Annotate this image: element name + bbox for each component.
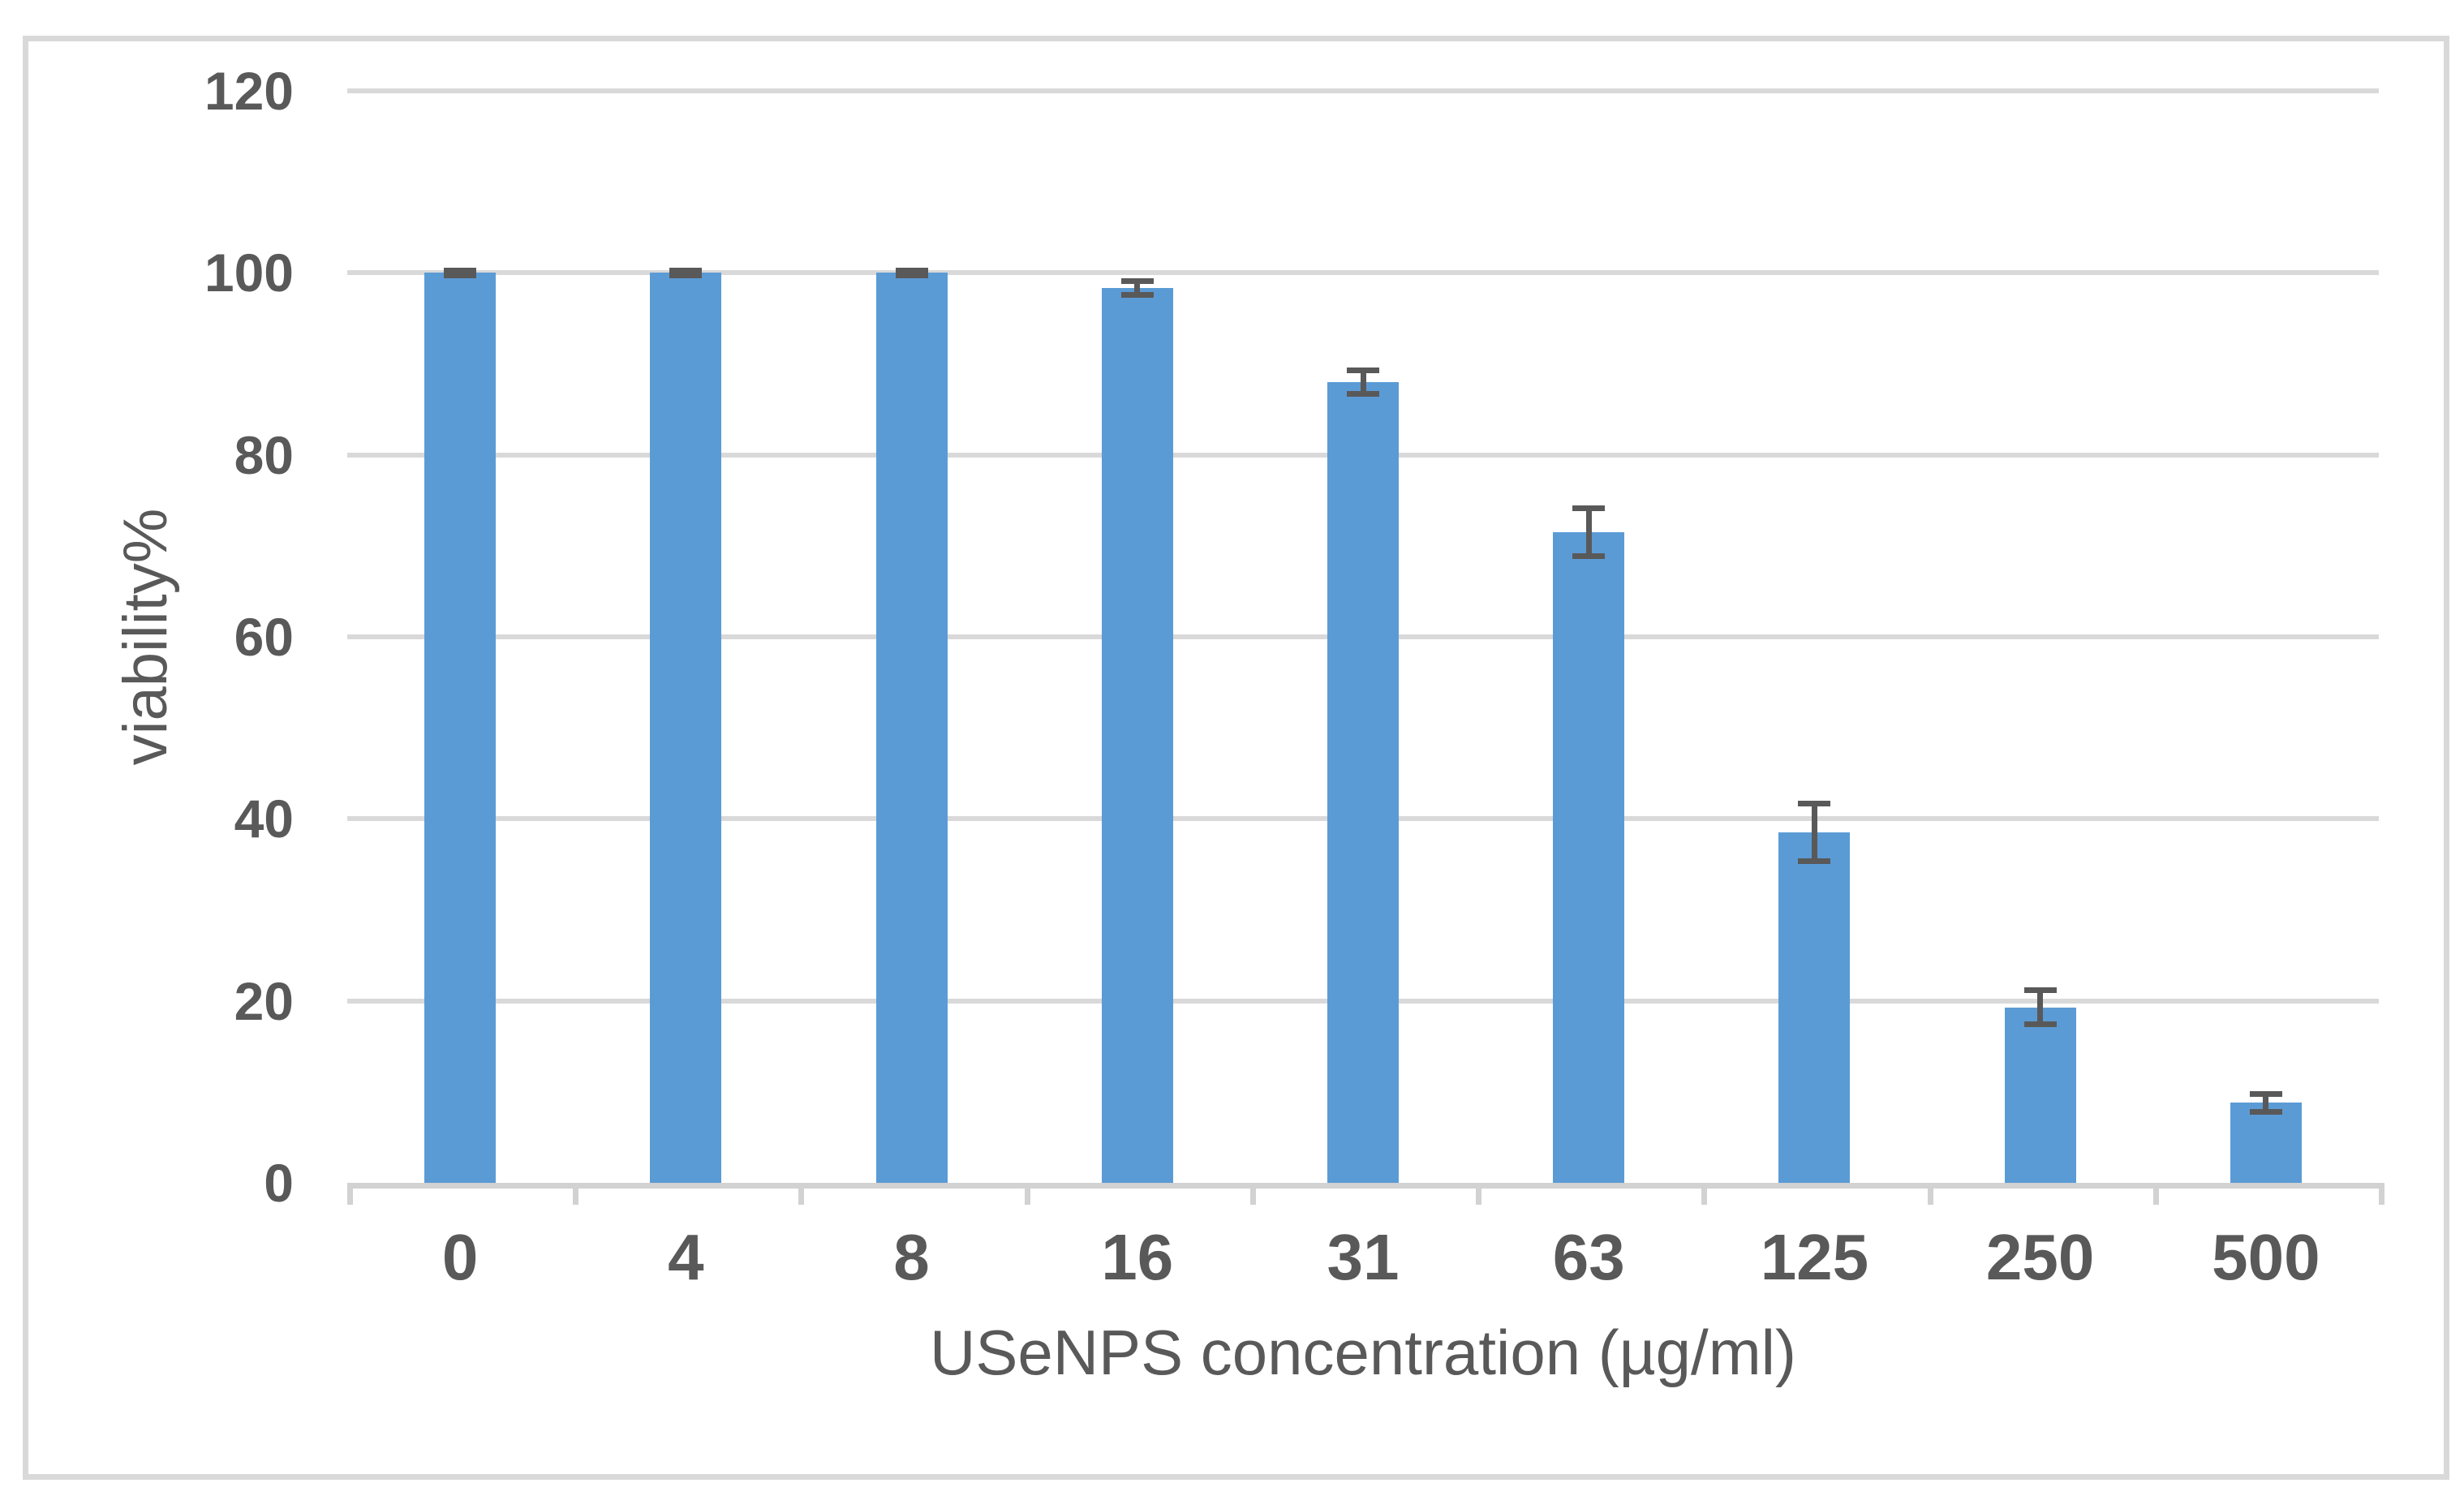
bar-8 — [875, 273, 948, 1183]
error-bar-line-250 — [2037, 990, 2044, 1025]
y-axis-tick-label: 60 — [234, 607, 294, 667]
y-axis-title: viability% — [111, 508, 180, 766]
y-axis-tick-label: 120 — [204, 61, 294, 121]
error-bar-cap-top-0 — [444, 267, 477, 273]
x-axis-tick-mark — [1024, 1183, 1030, 1205]
bar-63 — [1553, 532, 1625, 1183]
x-axis-tick-label: 31 — [1327, 1221, 1400, 1293]
y-axis-tick-label: 0 — [264, 1153, 294, 1213]
bar-4 — [650, 273, 722, 1183]
error-bar-cap-bottom-500 — [2249, 1108, 2282, 1115]
x-axis-line — [347, 1183, 2384, 1189]
error-bar-cap-bottom-16 — [1120, 292, 1154, 299]
x-axis-tick-mark — [2379, 1183, 2384, 1205]
bar-16 — [1101, 288, 1173, 1183]
x-axis-tick-label: 125 — [1760, 1221, 1869, 1293]
bar-500 — [2230, 1103, 2302, 1183]
error-bar-cap-bottom-4 — [669, 272, 703, 278]
x-axis-tick-label: 0 — [441, 1221, 479, 1293]
error-bar-cap-top-16 — [1120, 278, 1154, 285]
error-bar-line-16 — [1134, 281, 1141, 296]
y-axis-tick-label: 20 — [234, 970, 294, 1031]
x-axis-tick-mark — [2152, 1183, 2159, 1205]
x-axis-tick-label: 8 — [893, 1221, 930, 1293]
error-bar-cap-top-8 — [895, 267, 928, 273]
error-bar-cap-top-63 — [1572, 505, 1606, 511]
error-bar-cap-top-4 — [669, 267, 703, 273]
x-axis-tick-label: 250 — [1985, 1221, 2095, 1293]
x-axis-tick-label: 63 — [1552, 1221, 1625, 1293]
error-bar-cap-top-125 — [1798, 801, 1831, 807]
x-axis-tick-mark — [1701, 1183, 1708, 1205]
x-axis-tick-mark — [1249, 1183, 1256, 1205]
x-axis-tick-mark — [1476, 1183, 1482, 1205]
error-bar-cap-top-500 — [2249, 1091, 2282, 1098]
error-bar-cap-bottom-31 — [1347, 390, 1379, 397]
bar-31 — [1327, 381, 1399, 1183]
x-axis-tick-mark — [798, 1183, 805, 1205]
bar-0 — [424, 273, 497, 1183]
error-bar-cap-top-250 — [2023, 987, 2057, 994]
error-bar-cap-top-31 — [1347, 368, 1379, 374]
y-axis-tick-label: 40 — [234, 789, 294, 849]
error-bar-line-500 — [2263, 1094, 2269, 1112]
bar-125 — [1778, 832, 1851, 1183]
error-bar-cap-bottom-125 — [1798, 858, 1831, 865]
error-bar-line-125 — [1811, 803, 1817, 862]
error-bar-cap-bottom-63 — [1572, 553, 1606, 560]
x-axis-tick-label: 16 — [1101, 1221, 1174, 1293]
error-bar-cap-bottom-250 — [2023, 1021, 2057, 1027]
y-gridline — [347, 88, 2379, 93]
x-axis-title: USeNPS concentration (µg/ml) — [929, 1317, 1796, 1388]
error-bar-line-31 — [1360, 370, 1366, 394]
bar-250 — [2004, 1007, 2076, 1183]
error-bar-cap-bottom-8 — [895, 272, 928, 278]
y-axis-tick-label: 80 — [234, 424, 294, 485]
y-gridline — [347, 270, 2379, 276]
x-axis-tick-label: 4 — [668, 1221, 704, 1293]
x-axis-tick-label: 500 — [2212, 1221, 2320, 1293]
x-axis-tick-mark — [573, 1183, 579, 1205]
y-axis-tick-label: 100 — [204, 243, 294, 303]
x-axis-tick-mark — [1927, 1183, 1933, 1205]
error-bar-line-63 — [1585, 507, 1592, 557]
x-axis-tick-mark — [347, 1183, 353, 1205]
error-bar-cap-bottom-0 — [444, 272, 477, 278]
